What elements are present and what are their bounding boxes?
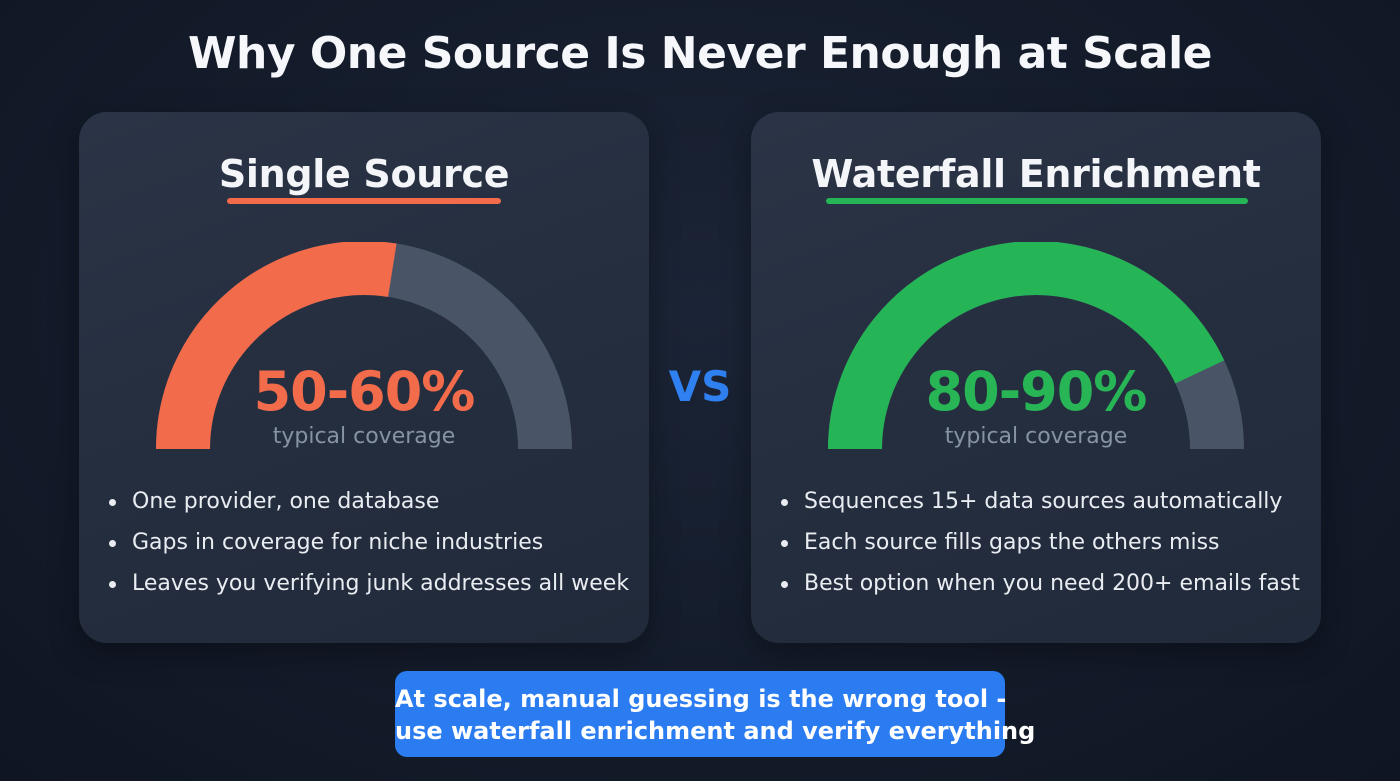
single-source-bullet-list: One provider, one database Gaps in cover… xyxy=(109,488,629,611)
single-source-underline xyxy=(227,198,501,204)
waterfall-enrichment-bullet-list: Sequences 15+ data sources automatically… xyxy=(781,488,1300,611)
single-source-gauge xyxy=(156,242,572,450)
waterfall-enrichment-title: Waterfall Enrichment xyxy=(811,152,1261,196)
vs-label: VS xyxy=(668,362,732,411)
waterfall-enrichment-coverage-value: 80-90% xyxy=(925,360,1148,423)
bullet-item: Sequences 15+ data sources automatically xyxy=(781,488,1300,529)
bullet-item: Each source fills gaps the others miss xyxy=(781,529,1300,570)
single-source-coverage-caption: typical coverage xyxy=(272,424,456,449)
bullet-item: One provider, one database xyxy=(109,488,629,529)
single-source-card: Single Source 50-60% typical coverage On… xyxy=(79,112,649,643)
waterfall-enrichment-card: Waterfall Enrichment 80-90% typical cove… xyxy=(751,112,1321,643)
banner-line-2: use waterfall enrichment and verify ever… xyxy=(395,717,1036,745)
gauge-fill xyxy=(828,242,1225,450)
conclusion-banner: At scale, manual guessing is the wrong t… xyxy=(395,671,1036,757)
single-source-coverage-value: 50-60% xyxy=(253,360,476,423)
bullet-item: Gaps in coverage for niche industries xyxy=(109,529,629,570)
gauge-fill xyxy=(156,242,397,450)
waterfall-enrichment-gauge xyxy=(828,242,1244,450)
bullet-item: Best option when you need 200+ emails fa… xyxy=(781,570,1300,611)
single-source-title: Single Source xyxy=(218,152,510,196)
bullet-item: Leaves you verifying junk addresses all … xyxy=(109,570,629,611)
banner-line-1: At scale, manual guessing is the wrong t… xyxy=(395,685,1007,713)
waterfall-enrichment-underline xyxy=(826,198,1248,204)
page-title: Why One Source Is Never Enough at Scale xyxy=(187,28,1213,79)
waterfall-enrichment-coverage-caption: typical coverage xyxy=(944,424,1128,449)
